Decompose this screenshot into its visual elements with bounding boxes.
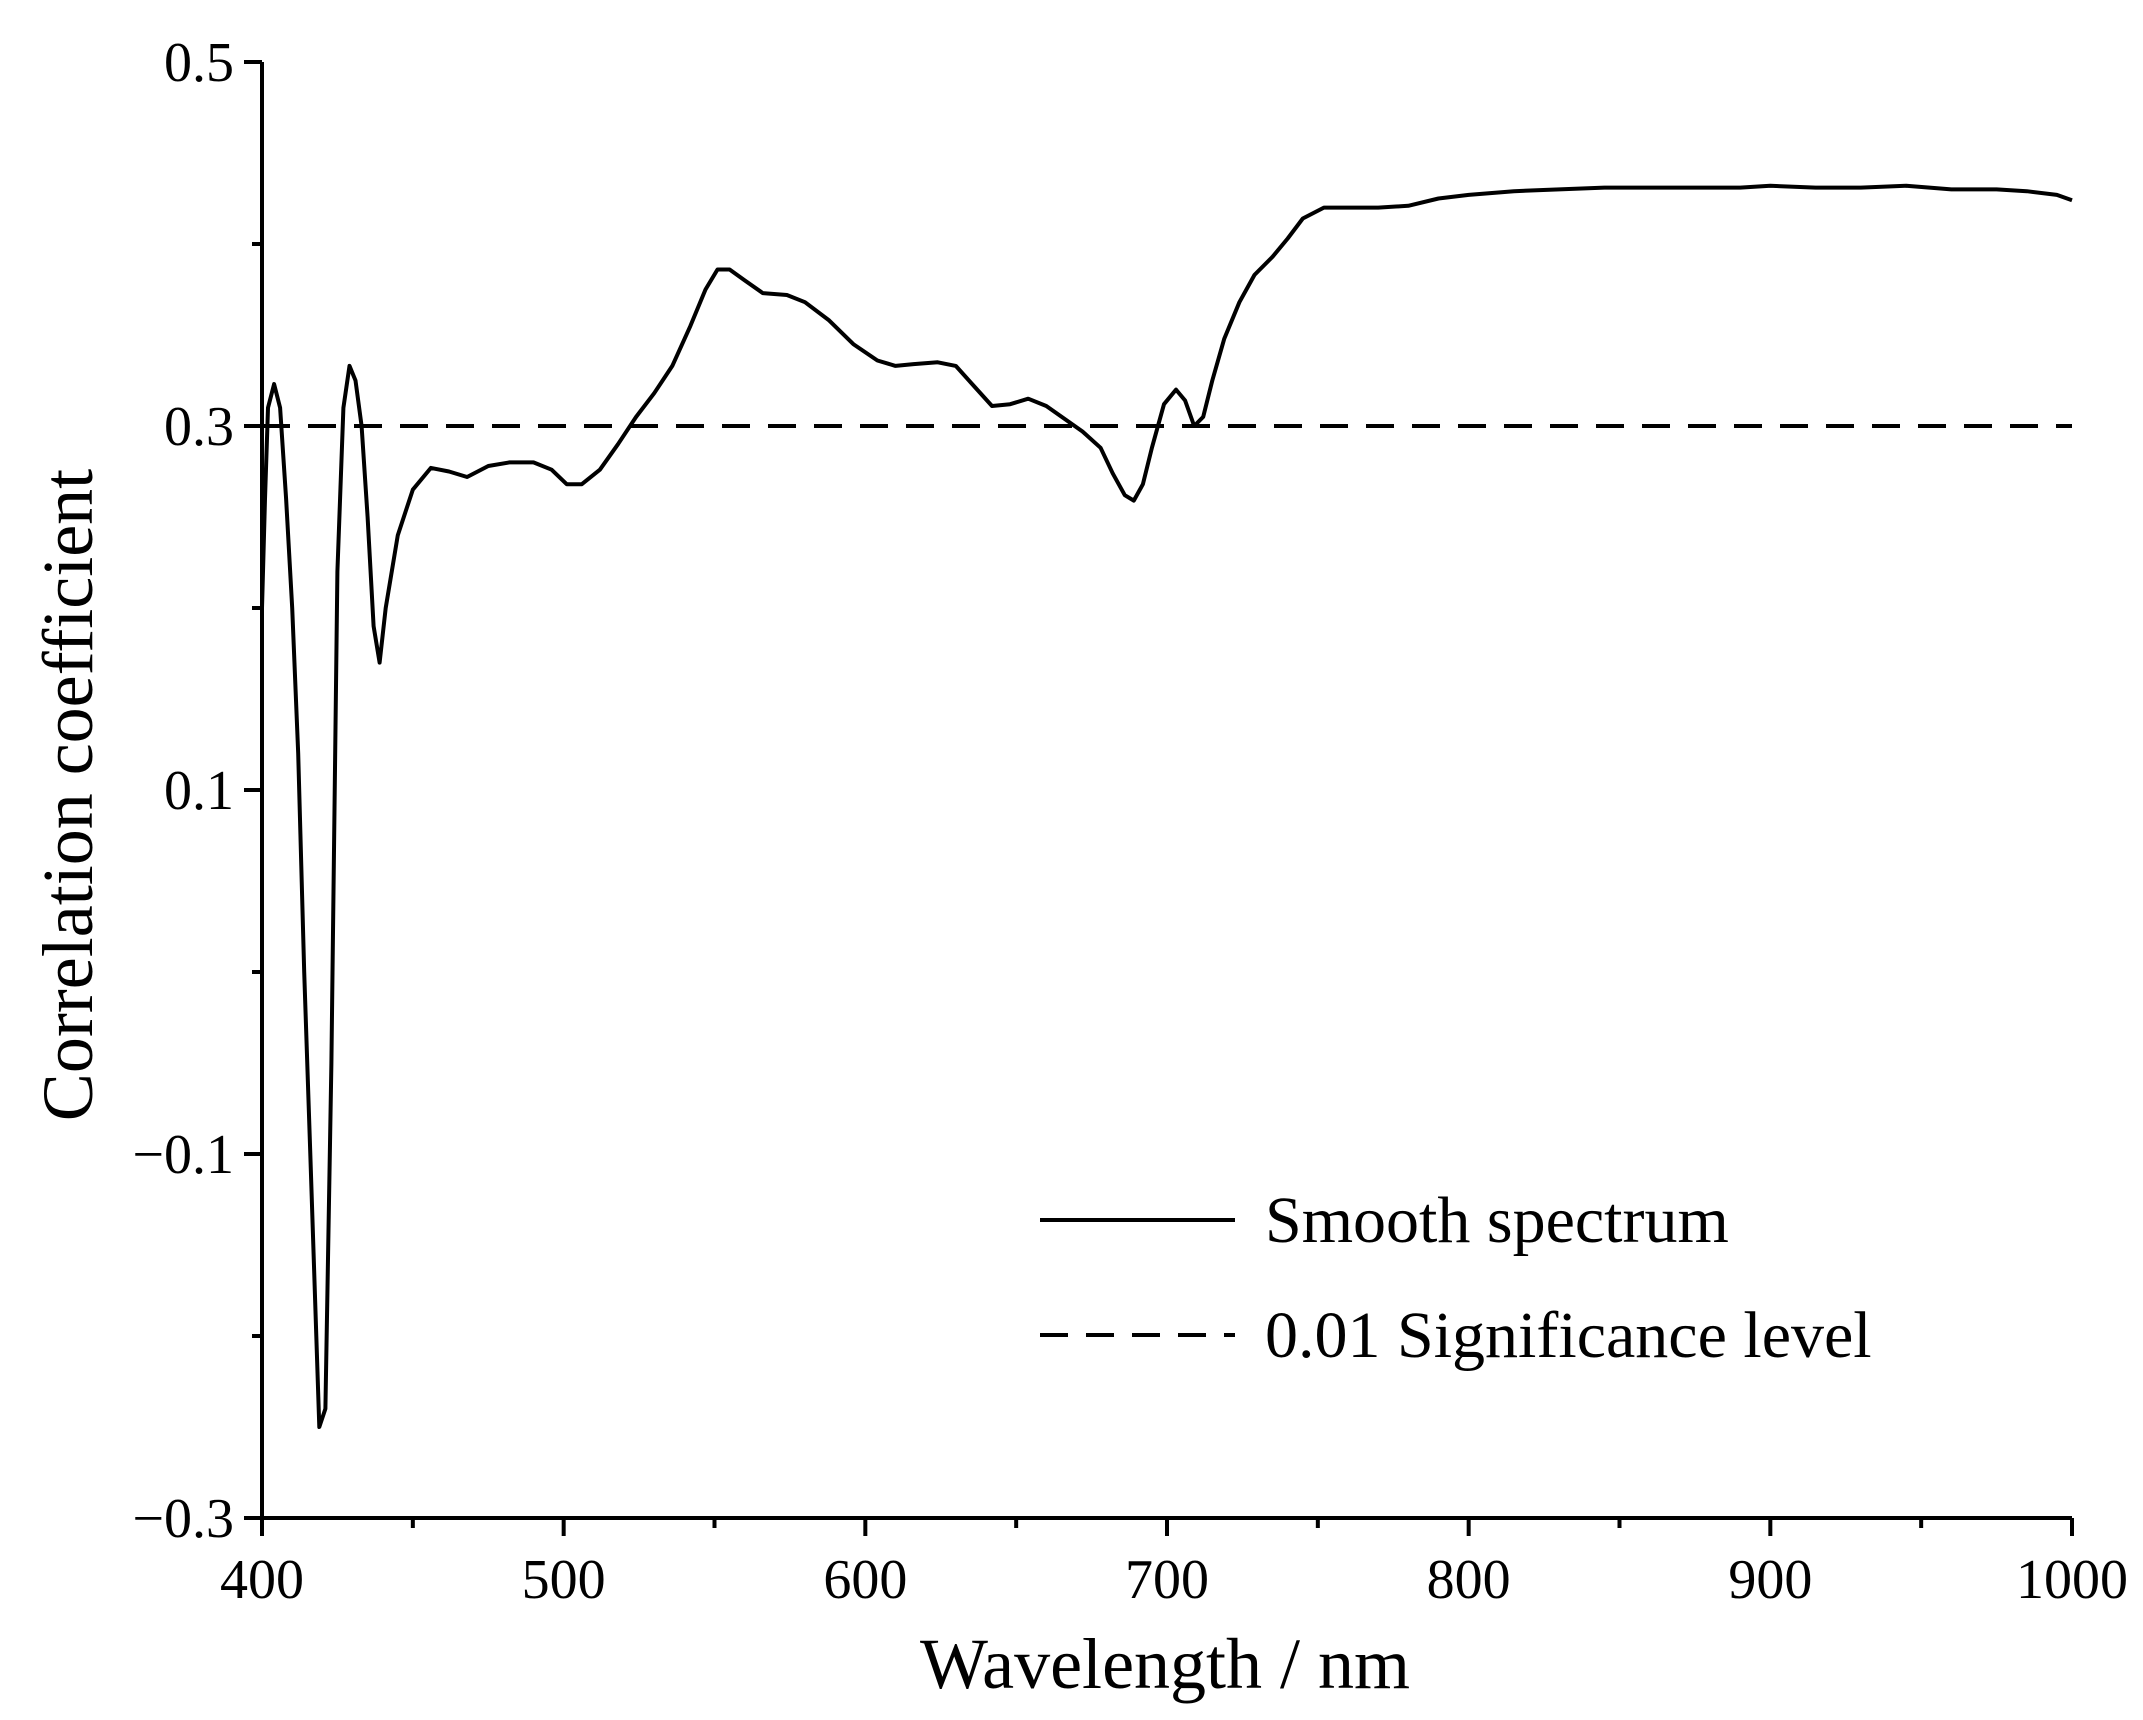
x-tick-label: 900 — [1728, 1549, 1812, 1611]
series-lines — [260, 183, 2073, 1429]
y-tick-label: 0.3 — [164, 396, 234, 458]
x-axis-title: Wavelength / nm — [920, 1624, 1410, 1704]
legend: Smooth spectrum 0.01 Significance level — [1040, 1184, 1872, 1372]
x-tick-label: 1000 — [2016, 1549, 2128, 1611]
x-tick-label: 400 — [220, 1549, 304, 1611]
x-tick-label: 600 — [823, 1549, 907, 1611]
y-tick-label: 0.1 — [164, 760, 234, 822]
legend-label: Smooth spectrum — [1265, 1184, 1729, 1257]
ticks: 400 500 600 700 800 900 1000 −0.3 −0.1 0.1 0.3 0.5 — [132, 32, 2128, 1611]
y-tick-label: 0.5 — [164, 32, 234, 94]
x-tick-label: 500 — [522, 1549, 606, 1611]
y-axis-title: Correlation coefficient — [28, 469, 108, 1121]
x-tick-label: 700 — [1125, 1549, 1209, 1611]
y-tick-label: −0.3 — [132, 1488, 234, 1550]
y-tick-label: −0.1 — [132, 1124, 234, 1186]
x-tick-label: 800 — [1427, 1549, 1511, 1611]
smooth-spectrum-line — [260, 183, 2073, 1429]
legend-label: 0.01 Significance level — [1265, 1299, 1872, 1372]
